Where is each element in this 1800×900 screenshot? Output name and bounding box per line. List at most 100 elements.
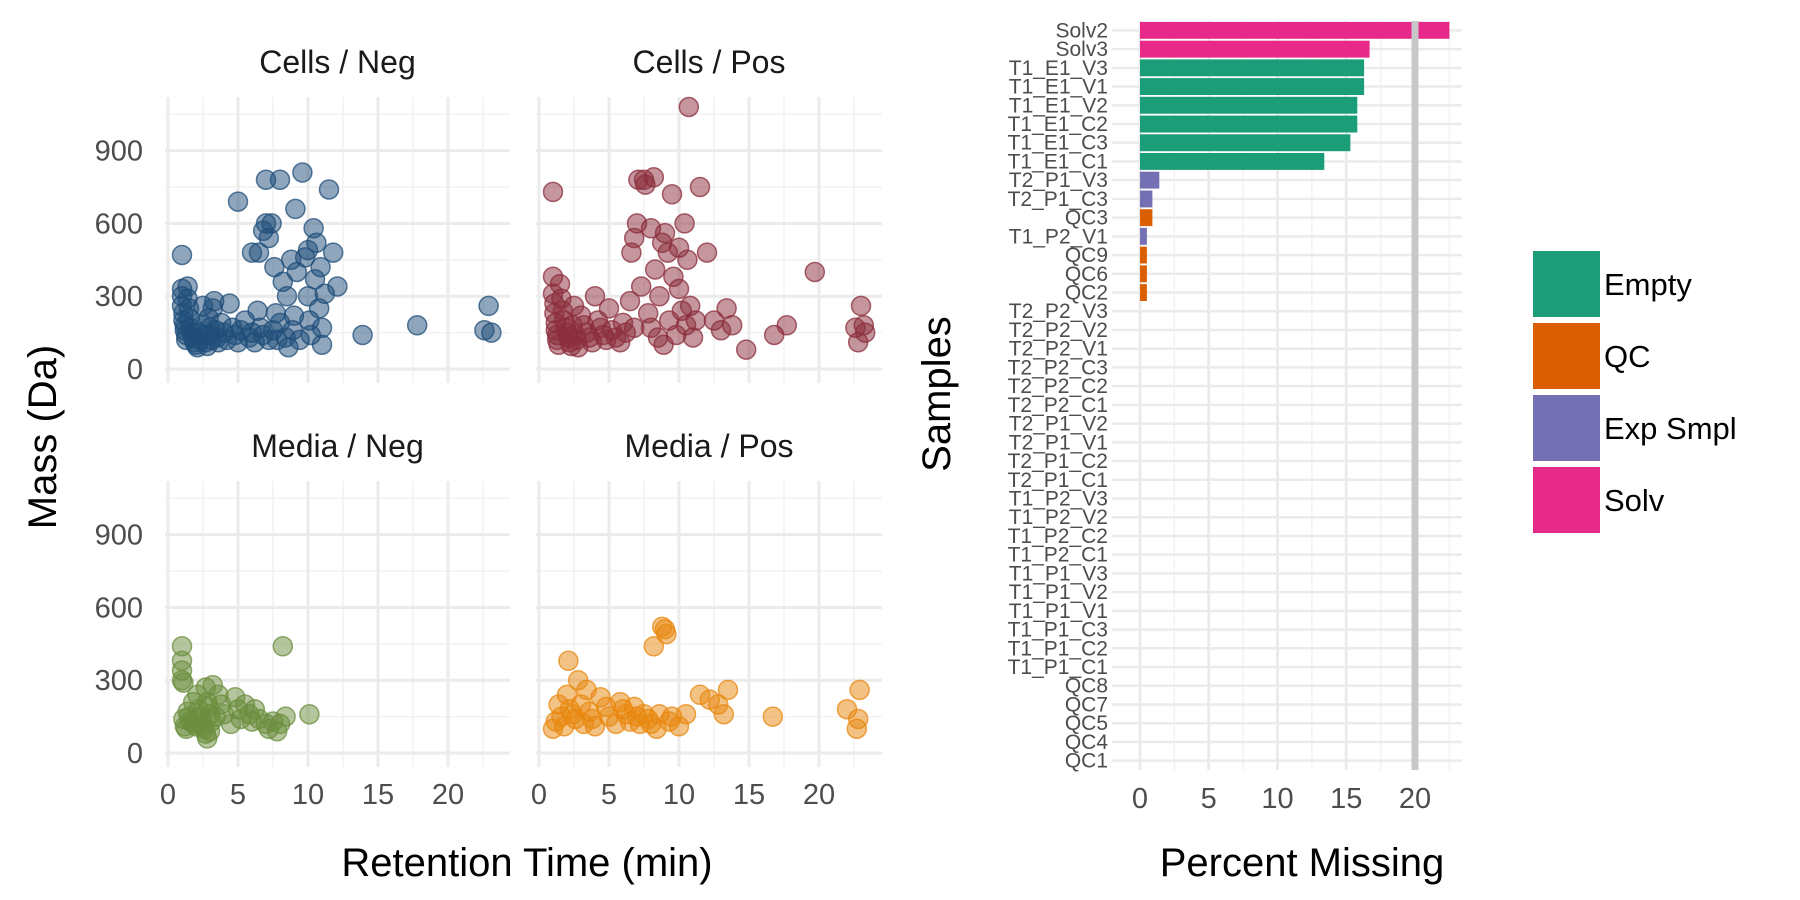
data-point bbox=[735, 339, 757, 360]
panel-title: Media / Pos bbox=[625, 428, 794, 464]
data-point bbox=[656, 623, 677, 645]
data-point bbox=[804, 261, 826, 283]
data-point bbox=[668, 278, 690, 300]
data-point bbox=[776, 315, 798, 336]
sample-label: T1_P1_V3 bbox=[1009, 562, 1108, 585]
bar bbox=[1140, 246, 1147, 264]
legend-label: QC bbox=[1604, 339, 1651, 374]
sample-label: T1_E1_C3 bbox=[1008, 132, 1108, 155]
sample-label: T2_P2_V2 bbox=[1009, 319, 1108, 342]
data-point bbox=[682, 327, 704, 348]
sample-label: QC6 bbox=[1065, 263, 1108, 286]
data-point bbox=[311, 334, 333, 355]
sample-label: T2_P2_C2 bbox=[1008, 375, 1108, 398]
x-tick-label: 20 bbox=[803, 779, 835, 811]
y-tick-label: 300 bbox=[95, 281, 143, 313]
sample-label: T1_P2_C1 bbox=[1008, 544, 1108, 567]
bar bbox=[1140, 134, 1351, 152]
bar bbox=[1140, 115, 1358, 133]
x-tick-label: 10 bbox=[663, 779, 695, 811]
sample-label: T2_P2_C1 bbox=[1008, 394, 1108, 417]
sample-label: T1_E1_C2 bbox=[1008, 113, 1108, 136]
x-tick-label: 5 bbox=[230, 779, 246, 811]
data-point bbox=[849, 679, 870, 701]
data-point bbox=[661, 184, 683, 205]
sample-label: T1_P1_C2 bbox=[1008, 637, 1108, 660]
data-point bbox=[850, 295, 872, 317]
data-point bbox=[721, 315, 743, 336]
data-point bbox=[619, 290, 641, 312]
sample-label: T2_P1_V2 bbox=[1009, 413, 1108, 436]
data-point bbox=[649, 285, 670, 307]
data-point bbox=[675, 703, 697, 725]
data-point bbox=[275, 706, 296, 727]
y-tick-label: 900 bbox=[95, 136, 143, 168]
sample-label: QC1 bbox=[1065, 750, 1108, 773]
sample-label: T2_P2_V3 bbox=[1009, 300, 1108, 323]
sample-label: QC2 bbox=[1065, 282, 1108, 305]
x-tick-label: 15 bbox=[362, 779, 394, 811]
sample-label: T2_P2_C3 bbox=[1008, 356, 1108, 379]
data-point bbox=[717, 679, 739, 701]
y-tick-label: 0 bbox=[127, 354, 143, 386]
y-tick-label: 900 bbox=[95, 520, 143, 552]
legend-swatch bbox=[1533, 251, 1600, 317]
data-point bbox=[677, 249, 698, 271]
sample-label: QC4 bbox=[1065, 731, 1109, 754]
data-point bbox=[630, 276, 652, 297]
data-point bbox=[678, 96, 700, 118]
bar-x-tick-label: 0 bbox=[1132, 783, 1148, 815]
x-tick-label: 15 bbox=[733, 779, 765, 811]
sample-label: T1_P1_V2 bbox=[1009, 581, 1108, 604]
data-point bbox=[644, 259, 666, 280]
bar bbox=[1140, 227, 1147, 245]
panel-title: Media / Neg bbox=[251, 428, 424, 464]
data-point bbox=[292, 162, 313, 183]
bar bbox=[1140, 284, 1147, 301]
bar-y-axis-title: Samples bbox=[915, 316, 959, 472]
panel-title: Cells / Neg bbox=[259, 44, 416, 80]
sample-label: T1_P1_C1 bbox=[1008, 656, 1108, 679]
data-point bbox=[762, 706, 784, 727]
legend-swatch bbox=[1533, 395, 1600, 461]
data-point bbox=[478, 295, 499, 317]
bar-x-axis-title: Percent Missing bbox=[1160, 841, 1445, 885]
sample-label: T1_E1_V3 bbox=[1009, 57, 1108, 80]
bar bbox=[1140, 153, 1325, 170]
sample-label: T1_P2_C2 bbox=[1008, 525, 1108, 548]
bar bbox=[1140, 190, 1153, 208]
bar bbox=[1140, 78, 1365, 95]
data-point bbox=[311, 317, 333, 339]
data-point bbox=[584, 285, 606, 307]
bar bbox=[1140, 40, 1370, 58]
bar bbox=[1140, 171, 1160, 189]
scatter-y-axis-title: Mass (Da) bbox=[21, 345, 65, 529]
data-point bbox=[318, 179, 340, 200]
data-point bbox=[272, 636, 294, 657]
sample-label: T1_P2_V1 bbox=[1009, 225, 1108, 248]
sample-label: QC8 bbox=[1065, 675, 1108, 698]
data-point bbox=[674, 213, 695, 234]
scatter-panel-2: Cells / Pos bbox=[536, 44, 882, 383]
data-point bbox=[696, 242, 718, 263]
bar-chart: Solv2Solv3T1_E1_V3T1_E1_V1T1_E1_V2T1_E1_… bbox=[1008, 19, 1462, 815]
x-tick-label: 10 bbox=[292, 779, 324, 811]
sample-label: T2_P1_V3 bbox=[1009, 169, 1108, 192]
bar-x-tick-label: 5 bbox=[1201, 783, 1217, 815]
data-point bbox=[716, 298, 737, 319]
x-tick-label: 20 bbox=[432, 779, 464, 811]
bar bbox=[1140, 59, 1365, 77]
panel-title: Cells / Pos bbox=[633, 44, 786, 80]
data-point bbox=[310, 256, 331, 278]
data-point bbox=[322, 242, 344, 263]
data-point bbox=[689, 176, 711, 198]
sample-label: QC9 bbox=[1065, 244, 1108, 267]
data-point bbox=[584, 716, 606, 737]
bar bbox=[1140, 265, 1147, 283]
sample-label: T1_E1_V1 bbox=[1009, 76, 1108, 99]
data-point bbox=[542, 181, 564, 203]
data-point bbox=[406, 315, 428, 336]
bar-x-tick-label: 20 bbox=[1399, 783, 1431, 815]
scatter-panel-4: Media / Pos 0 5 10 15 20 bbox=[531, 428, 882, 811]
sample-label: T2_P1_V1 bbox=[1009, 431, 1108, 454]
